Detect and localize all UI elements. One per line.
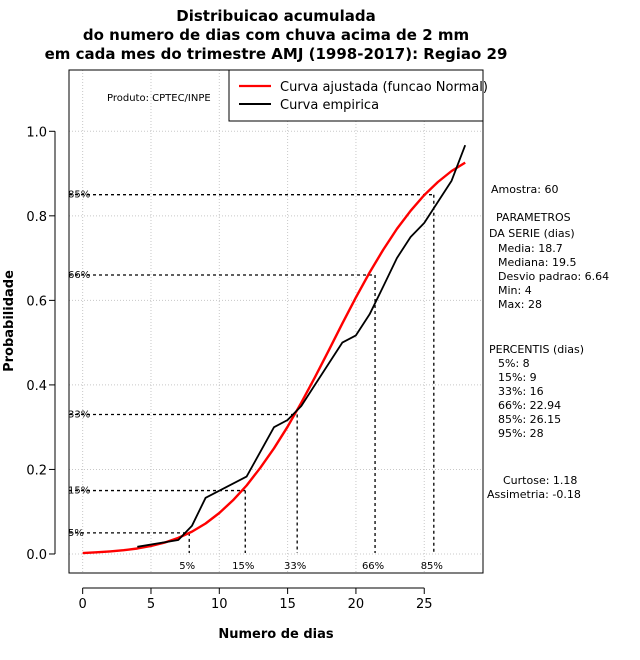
guide-label-x-4: 85% — [421, 561, 443, 572]
x-tick-label-1: 5 — [147, 597, 155, 612]
legend-label-fitted: Curva ajustada (funcao Normal) — [280, 80, 488, 95]
percentile-guides: 5% 5% 15% 15% 33% 33% 66% 66% 85% 85% — [68, 190, 443, 572]
guide-label-x-3: 66% — [362, 561, 384, 572]
y-tick-label-2: 0.4 — [26, 379, 47, 394]
guide-label-y-0: 5% — [68, 528, 84, 539]
guide-label-x-1: 15% — [232, 561, 254, 572]
x-tick-label-5: 25 — [416, 597, 433, 612]
percentil-66: 66%: 22.94 — [498, 399, 561, 412]
series-line-0 — [82, 161, 466, 555]
chart-title-line-2: do numero de dias com chuva acima de 2 m… — [83, 26, 469, 44]
percentil-95: 95%: 28 — [498, 427, 544, 440]
series-line-1 — [137, 144, 467, 548]
param-min: Min: 4 — [498, 284, 532, 297]
percentil-5: 5%: 8 — [498, 357, 530, 370]
param-max: Max: 28 — [498, 298, 542, 311]
parametros-title-2: DA SERIE (dias) — [489, 227, 575, 240]
x-axis-label: Numero de dias — [218, 627, 334, 642]
x-tick-label-2: 10 — [211, 597, 228, 612]
grid-lines — [69, 70, 483, 573]
percentis-title: PERCENTIS (dias) — [489, 343, 584, 356]
guide-label-x-2: 33% — [284, 561, 306, 572]
y-tick-label-4: 0.8 — [26, 210, 47, 225]
produto-label: Produto: CPTEC/INPE — [107, 93, 211, 104]
parametros-title-1: PARAMETROS — [496, 211, 571, 224]
statistics-panel: Amostra: 60 PARAMETROS DA SERIE (dias) M… — [487, 183, 609, 501]
y-tick-label-0: 0.0 — [26, 548, 47, 563]
y-axis-label: Probabilidade — [2, 270, 17, 372]
assimetria-text: Assimetria: -0.18 — [487, 488, 581, 501]
percentil-33: 33%: 16 — [498, 385, 544, 398]
guide-label-y-4: 85% — [68, 190, 90, 201]
guide-label-y-1: 15% — [68, 486, 90, 497]
x-tick-label-4: 20 — [348, 597, 365, 612]
y-tick-label-3: 0.6 — [26, 294, 47, 309]
y-tick-label-5: 1.0 — [26, 125, 47, 140]
guide-label-y-2: 33% — [68, 409, 90, 420]
param-media: Media: 18.7 — [498, 242, 563, 255]
chart-title-line-3: em cada mes do trimestre AMJ (1998-2017)… — [45, 45, 508, 63]
x-tick-label-0: 0 — [79, 597, 87, 612]
guide-label-x-0: 5% — [179, 561, 195, 572]
legend-label-empirical: Curva empirica — [280, 98, 379, 113]
percentil-15: 15%: 9 — [498, 371, 537, 384]
amostra-text: Amostra: 60 — [491, 183, 558, 196]
x-tick-label-3: 15 — [279, 597, 296, 612]
curtose-text: Curtose: 1.18 — [503, 474, 577, 487]
series-lines — [82, 144, 467, 555]
x-axis: 0 5 10 15 20 25 — [79, 587, 433, 612]
guide-label-y-3: 66% — [68, 270, 90, 281]
y-axis: 0.0 0.2 0.4 0.6 0.8 1.0 — [26, 125, 56, 563]
param-desvio: Desvio padrao: 6.64 — [498, 270, 609, 283]
chart-title-line-1: Distribuicao acumulada — [176, 7, 375, 25]
y-tick-label-1: 0.2 — [26, 463, 47, 478]
legend: Curva ajustada (funcao Normal) Curva emp… — [228, 69, 488, 122]
legend-box — [228, 69, 484, 122]
percentil-85: 85%: 26.15 — [498, 413, 561, 426]
param-mediana: Mediana: 19.5 — [498, 256, 576, 269]
